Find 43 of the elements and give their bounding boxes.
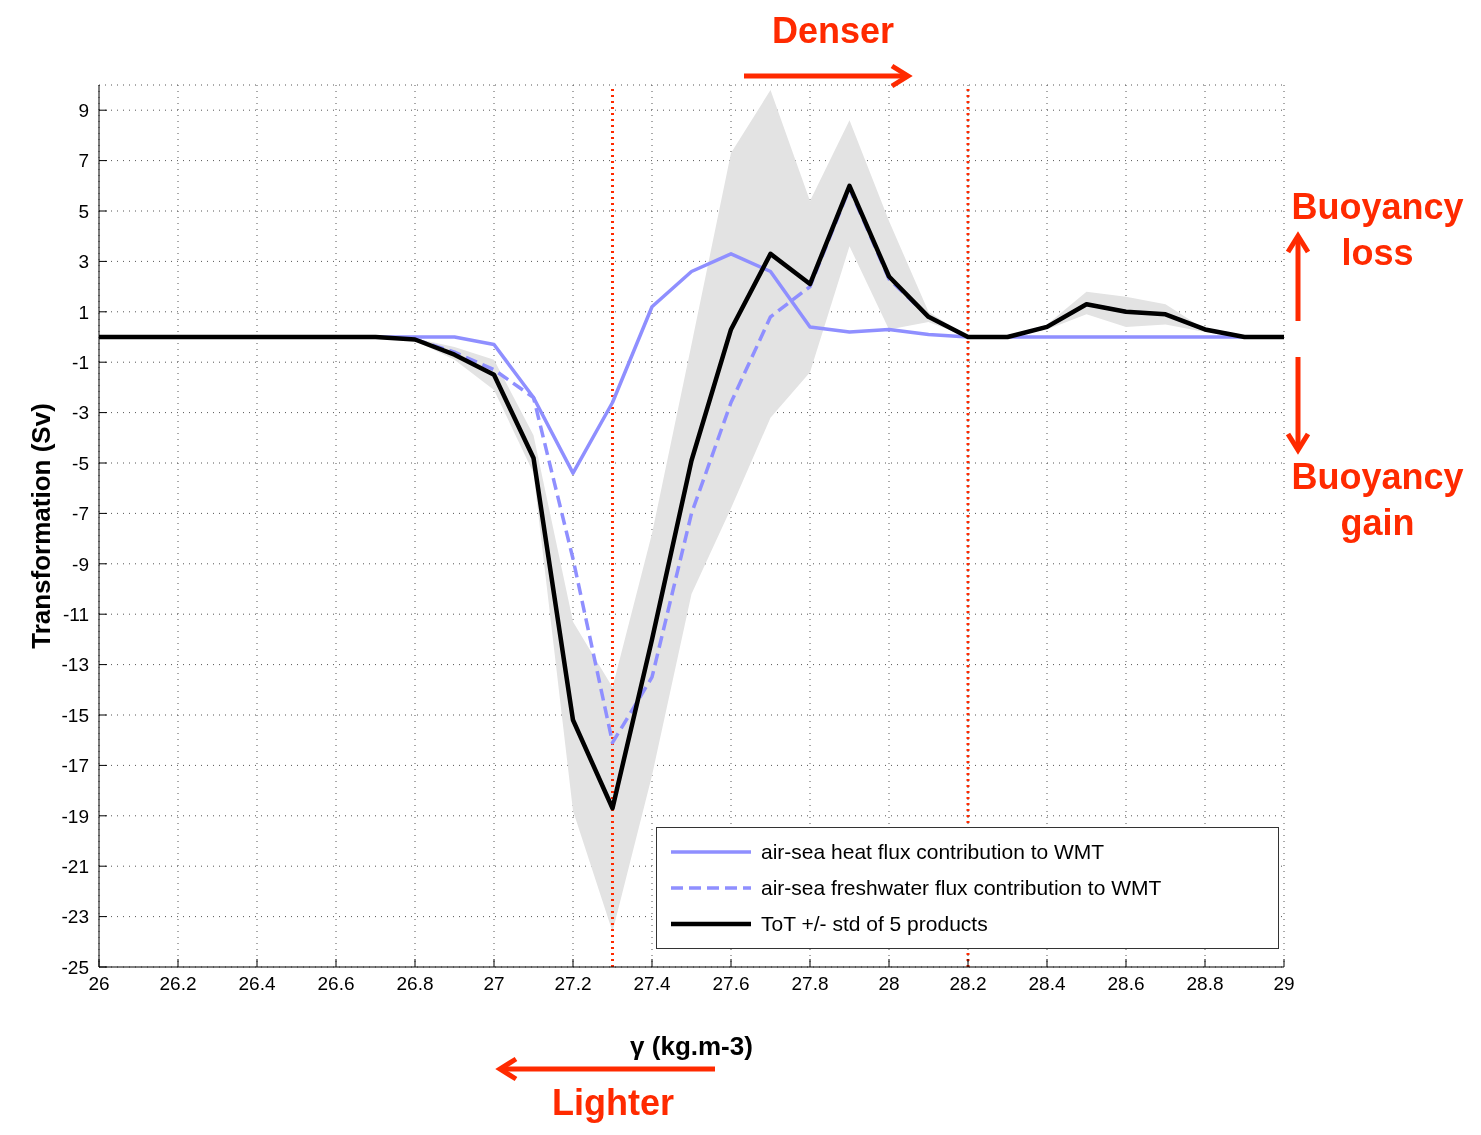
x-tick-label: 29 [1273,973,1295,995]
text: Denser [770,9,896,53]
x-tick-label: 27.4 [633,973,671,995]
x-axis-title: γ (kg.m-3) [630,1031,753,1062]
y-tick-label: 3 [78,251,89,273]
x-tick-label: 27 [483,973,505,995]
y-tick-label: -9 [72,553,89,575]
x-tick-label: 26.6 [317,973,355,995]
y-axis-title: Transformation (Sv) [26,403,57,649]
y-tick-label: 9 [78,99,89,121]
y-tick-label: -23 [61,906,89,928]
x-tick-label: 28.4 [1028,973,1066,995]
x-tick-label: 26.4 [238,973,276,995]
y-tick-label: 1 [78,301,89,323]
x-tick-label: 26 [88,973,110,995]
y-tick-label: -15 [61,704,89,726]
x-tick-label: 27.8 [791,973,829,995]
y-tick-label: -5 [72,452,89,474]
x-tick-label: 28.8 [1186,973,1224,995]
x-tick-label: 27.6 [712,973,750,995]
y-tick-label: 7 [78,150,89,172]
x-tick-label: 26.8 [396,973,434,995]
y-tick-label: -1 [72,351,89,373]
legend-label: air-sea freshwater flux contribution to WMT [761,876,1162,900]
legend-label: ToT +/- std of 5 products [761,912,988,936]
y-tick-label: -11 [62,603,89,625]
y-tick-label: -3 [72,402,89,424]
text: Buoyancy gain [1290,455,1465,545]
text: Lighter [551,1081,675,1125]
x-tick-label: 27.2 [554,973,592,995]
legend-label: air-sea heat flux contribution to WMT [761,840,1105,864]
y-tick-label: -25 [61,956,89,978]
y-tick-label: -19 [61,805,89,827]
y-tick-label: 5 [78,200,89,222]
x-tick-label: 28 [878,973,900,995]
y-tick-label: -17 [61,755,89,777]
text: Buoyancy loss [1290,185,1465,275]
x-tick-label: 28.6 [1107,973,1145,995]
x-tick-label: 26.2 [159,973,197,995]
x-tick-label: 28.2 [949,973,987,995]
y-tick-label: -7 [72,503,89,525]
y-tick-label: -21 [61,855,89,877]
y-tick-label: -13 [61,654,89,676]
